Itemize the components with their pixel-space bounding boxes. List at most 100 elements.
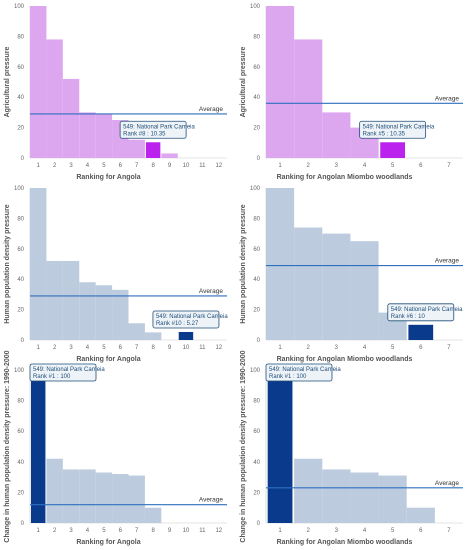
bar [266, 6, 295, 158]
x-tick-label: 5 [391, 163, 395, 169]
x-tick-label: 4 [363, 528, 367, 534]
y-tick-label: 0 [257, 156, 261, 162]
tooltip-box [359, 120, 427, 139]
x-tick-label: 6 [419, 528, 423, 534]
x-tick-label: 5 [391, 345, 395, 351]
x-tick-label: 1 [278, 345, 282, 351]
x-tick-label: 3 [335, 528, 339, 534]
bar-highlight [145, 142, 161, 158]
x-tick-label: 1 [37, 345, 41, 351]
x-tick-label: 1 [278, 528, 282, 534]
y-tick-label: 0 [21, 156, 25, 162]
bar [62, 78, 80, 158]
x-tick-label: 3 [335, 163, 339, 169]
x-tick-label: 4 [363, 345, 367, 351]
bar [266, 188, 295, 340]
x-tick-label: 7 [447, 528, 451, 534]
y-tick-label: 80 [17, 216, 24, 222]
bar [79, 112, 96, 158]
x-tick-label: 6 [119, 345, 123, 351]
bar [112, 474, 129, 523]
x-tick-label: 9 [168, 528, 172, 534]
y-tick-label: 80 [17, 34, 24, 40]
average-label: Average [199, 497, 223, 504]
x-tick-label: 7 [447, 345, 451, 351]
x-tick-label: 11 [199, 163, 206, 169]
chart-svg-popdensity-miombo: 0 20 40 60 80 100 1 2 3 4 5 6 7 Average 549: National … [240, 186, 463, 363]
tooltip-line1: 549: National Park Cameia [123, 124, 195, 130]
x-tick-label: 12 [215, 163, 222, 169]
x-tick-label: 8 [151, 163, 155, 169]
bar [144, 507, 162, 523]
bar [46, 39, 63, 158]
bar [294, 39, 323, 158]
bar-highlight [267, 370, 293, 523]
x-tick-label: 2 [307, 528, 311, 534]
bar [322, 233, 351, 340]
bar [95, 113, 113, 158]
y-tick-label: 80 [253, 399, 260, 405]
y-tick-label: 60 [253, 247, 260, 253]
x-tick-label: 8 [151, 345, 155, 351]
bar [161, 153, 178, 158]
chart-svg-popchange-miombo: 0 20 40 60 80 100 1 2 3 4 5 6 7 Average 549: National … [240, 350, 463, 546]
chart-panel-agri-miombo: 0 20 40 60 80 100 1 2 3 4 5 6 7 Average 549: National … [236, 0, 466, 185]
y-tick-label: 80 [253, 216, 260, 222]
average-label: Average [435, 258, 459, 265]
x-tick-label: 1 [278, 163, 282, 169]
y-tick-label: 40 [253, 277, 260, 283]
x-tick-label: 4 [86, 345, 90, 351]
bar [62, 469, 80, 523]
y-tick-label: 0 [21, 521, 25, 527]
tooltip-box [29, 363, 97, 382]
x-tick-label: 6 [119, 528, 123, 534]
bar [378, 475, 407, 523]
y-tick-label: 60 [17, 429, 24, 435]
y-tick-label: 20 [253, 308, 260, 314]
bar [294, 227, 323, 340]
y-tick-label: 60 [253, 429, 260, 435]
y-axis-label: Change in human population density press… [240, 350, 247, 542]
x-tick-label: 5 [102, 345, 106, 351]
y-tick-label: 100 [250, 368, 261, 374]
tooltip-line1: 549: National Park Cameia [269, 367, 341, 373]
y-tick-label: 40 [17, 277, 24, 283]
bar [46, 260, 63, 340]
tooltip-box [152, 310, 220, 329]
x-tick-label: 3 [69, 528, 73, 534]
tooltip-line1: 549: National Park Cameia [33, 367, 105, 373]
x-axis-label: Ranking for Angola [76, 174, 140, 181]
y-tick-label: 100 [14, 368, 25, 374]
x-tick-label: 1 [37, 163, 41, 169]
bar [350, 241, 379, 340]
x-tick-label: 2 [53, 163, 57, 169]
bar-highlight [178, 331, 194, 340]
x-tick-label: 6 [119, 163, 123, 169]
tooltip-box [265, 363, 333, 382]
tooltip-line2: Rank #6 : 10 [391, 314, 426, 320]
bar [406, 507, 435, 523]
x-tick-label: 3 [69, 163, 73, 169]
x-tick-label: 10 [183, 163, 190, 169]
tooltip-line2: Rank #1 : 100 [269, 374, 307, 380]
y-tick-label: 60 [253, 65, 260, 71]
bar [322, 469, 351, 523]
y-tick-label: 60 [17, 65, 24, 71]
bar-highlight [380, 142, 406, 158]
y-tick-label: 40 [17, 95, 24, 101]
chart-panel-popchange-miombo: 0 20 40 60 80 100 1 2 3 4 5 6 7 Average 549: National … [236, 350, 466, 550]
x-axis-label: Ranking for Angola [76, 539, 140, 546]
y-axis-label: Change in human population density press… [4, 350, 11, 542]
tooltip-line1: 549: National Park Cameia [156, 314, 228, 320]
x-tick-label: 9 [168, 345, 172, 351]
x-tick-label: 9 [168, 163, 172, 169]
tooltip-box [387, 303, 455, 322]
y-tick-label: 0 [21, 338, 25, 344]
x-tick-label: 7 [135, 345, 139, 351]
bar [79, 469, 96, 523]
y-tick-label: 20 [253, 126, 260, 132]
tooltip-line1: 549: National Park Cameia [391, 307, 463, 313]
